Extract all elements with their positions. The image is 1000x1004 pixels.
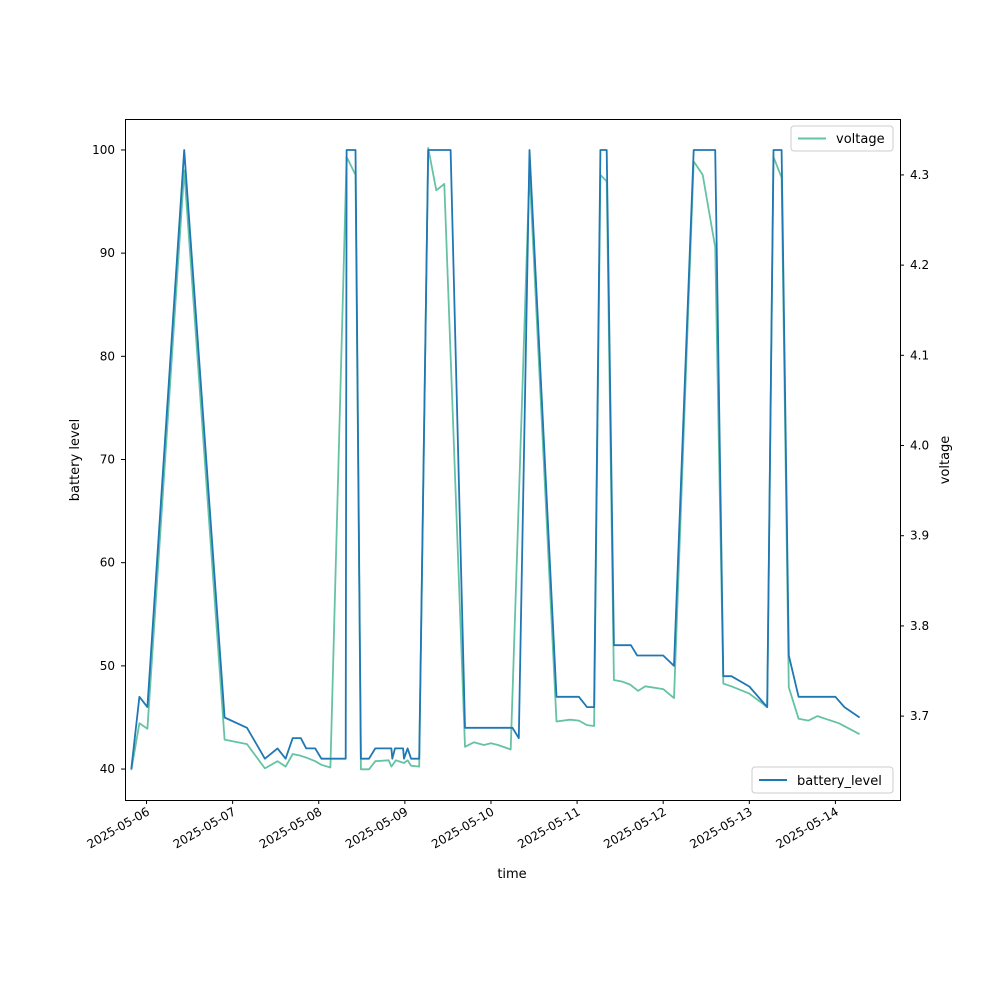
right-y-tick-label: 4.2 (910, 258, 929, 272)
series-line-battery-level (130, 149, 861, 770)
series-layer (130, 146, 861, 771)
right-y-tick-label: 3.8 (910, 619, 929, 633)
right-y-tick-label: 4.1 (910, 348, 929, 362)
left-y-axis-label: battery level (68, 419, 83, 502)
legend-voltage-box (790, 125, 894, 152)
plot-frame (125, 119, 901, 801)
left-y-tick-label: 70 (100, 453, 115, 467)
legend-battery-level: battery_level (751, 766, 894, 794)
series-line-voltage (130, 146, 861, 771)
left-y-tick-label: 40 (100, 762, 115, 776)
legend-voltage-label: voltage (836, 132, 885, 147)
right-y-tick-label: 4.0 (910, 439, 929, 453)
left-y-tick-label: 100 (92, 143, 115, 157)
left-y-tick-label: 60 (100, 556, 115, 570)
left-y-tick-label: 50 (100, 659, 115, 673)
left-y-ticks: 40 50 60 70 80 90 100 (92, 143, 125, 776)
left-y-tick-label: 80 (100, 349, 115, 363)
left-y-tick-label: 90 (100, 246, 115, 260)
right-y-tick-label: 3.9 (910, 529, 929, 543)
right-y-tick-label: 4.3 (910, 168, 929, 182)
x-axis-label: time (497, 867, 526, 882)
right-y-axis-label: voltage (938, 436, 953, 485)
right-y-ticks: 3.7 3.8 3.9 4.0 4.1 4.2 4.3 (900, 168, 929, 723)
legend-battery-level-box (751, 766, 894, 794)
legend-battery-level-label: battery_level (797, 774, 882, 789)
legend-voltage: voltage (790, 125, 894, 152)
right-y-tick-label: 3.7 (910, 709, 929, 723)
